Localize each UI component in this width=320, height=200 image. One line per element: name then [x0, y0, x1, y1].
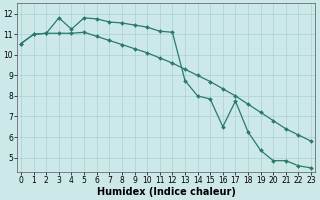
X-axis label: Humidex (Indice chaleur): Humidex (Indice chaleur): [97, 187, 236, 197]
